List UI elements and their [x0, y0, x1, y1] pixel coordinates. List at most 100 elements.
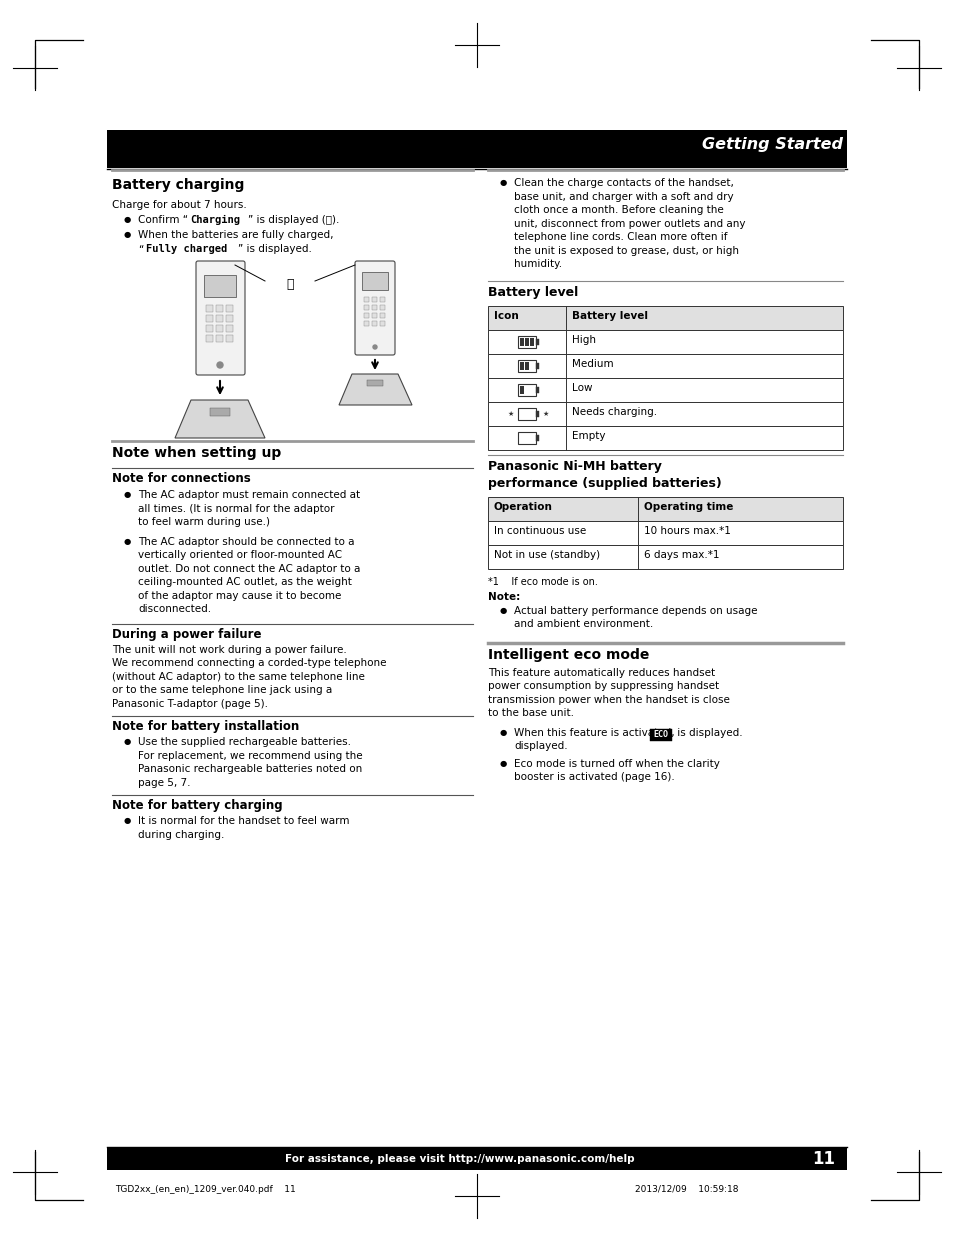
Bar — [488, 377, 842, 402]
Text: Intelligent eco mode: Intelligent eco mode — [488, 648, 649, 661]
Text: humidity.: humidity. — [514, 259, 561, 269]
Bar — [379, 297, 385, 302]
Text: 6 days max.*1: 6 days max.*1 — [643, 550, 719, 560]
Text: booster is activated (page 16).: booster is activated (page 16). — [514, 772, 674, 782]
Bar — [215, 315, 223, 321]
Bar — [488, 520, 842, 545]
Bar — [488, 330, 842, 354]
Text: Eco mode is turned off when the clarity: Eco mode is turned off when the clarity — [514, 758, 720, 768]
Bar — [206, 335, 213, 343]
Text: Ⓐ: Ⓐ — [286, 278, 294, 290]
Text: performance (supplied batteries): performance (supplied batteries) — [488, 477, 721, 489]
Text: Charge for about 7 hours.: Charge for about 7 hours. — [112, 200, 247, 210]
Bar — [204, 276, 235, 297]
Text: ★: ★ — [507, 411, 514, 417]
Text: Confirm “: Confirm “ — [138, 215, 188, 225]
Bar — [372, 305, 376, 310]
FancyBboxPatch shape — [195, 261, 245, 375]
Text: Battery level: Battery level — [572, 310, 647, 320]
Bar — [488, 545, 842, 568]
Text: the unit is exposed to grease, dust, or high: the unit is exposed to grease, dust, or … — [514, 246, 739, 256]
Bar — [524, 361, 529, 370]
Bar — [519, 361, 523, 370]
Bar — [536, 339, 538, 345]
Text: For replacement, we recommend using the: For replacement, we recommend using the — [138, 751, 362, 761]
Bar — [536, 411, 538, 417]
Bar — [530, 338, 534, 345]
Text: 10 hours max.*1: 10 hours max.*1 — [643, 525, 730, 536]
Text: “: “ — [138, 244, 143, 254]
Text: unit, disconnect from power outlets and any: unit, disconnect from power outlets and … — [514, 218, 744, 228]
Bar — [361, 272, 388, 290]
Bar — [107, 130, 846, 168]
Bar — [215, 325, 223, 333]
Bar — [372, 297, 376, 302]
Text: to the base unit.: to the base unit. — [488, 709, 574, 719]
Bar — [226, 315, 233, 321]
Bar — [517, 432, 536, 443]
Text: disconnected.: disconnected. — [138, 604, 211, 614]
Bar — [364, 313, 369, 318]
Text: ceiling-mounted AC outlet, as the weight: ceiling-mounted AC outlet, as the weight — [138, 577, 352, 587]
Text: is displayed.: is displayed. — [673, 727, 741, 737]
Text: Icon: Icon — [494, 310, 518, 320]
Text: TGD2xx_(en_en)_1209_ver.040.pdf    11: TGD2xx_(en_en)_1209_ver.040.pdf 11 — [115, 1185, 295, 1194]
Text: base unit, and charger with a soft and dry: base unit, and charger with a soft and d… — [514, 191, 733, 201]
Text: during charging.: during charging. — [138, 829, 224, 839]
Text: Charging: Charging — [190, 215, 240, 225]
Text: Panasonic T-adaptor (page 5).: Panasonic T-adaptor (page 5). — [112, 699, 268, 709]
Text: ●: ● — [499, 727, 507, 736]
Bar — [517, 335, 536, 347]
Text: 2013/12/09    10:59:18: 2013/12/09 10:59:18 — [635, 1185, 738, 1194]
Bar — [364, 297, 369, 302]
Text: Not in use (standby): Not in use (standby) — [494, 550, 599, 560]
Bar — [379, 321, 385, 326]
Circle shape — [373, 345, 376, 349]
Text: ●: ● — [124, 230, 132, 240]
Text: ●: ● — [499, 606, 507, 614]
Bar — [210, 408, 230, 416]
Bar — [536, 386, 538, 392]
Bar — [379, 313, 385, 318]
Bar — [517, 407, 536, 419]
Bar — [206, 325, 213, 333]
Bar — [536, 362, 538, 369]
Text: Getting Started: Getting Started — [701, 137, 842, 151]
Text: all times. (It is normal for the adaptor: all times. (It is normal for the adaptor — [138, 504, 335, 514]
Text: The AC adaptor must remain connected at: The AC adaptor must remain connected at — [138, 490, 359, 500]
Bar — [536, 434, 538, 441]
Bar — [206, 305, 213, 311]
Text: This feature automatically reduces handset: This feature automatically reduces hands… — [488, 668, 715, 678]
Text: Needs charging.: Needs charging. — [572, 407, 657, 417]
Text: The AC adaptor should be connected to a: The AC adaptor should be connected to a — [138, 536, 355, 546]
Text: or to the same telephone line jack using a: or to the same telephone line jack using… — [112, 685, 332, 695]
Text: transmission power when the handset is close: transmission power when the handset is c… — [488, 695, 729, 705]
Bar — [379, 305, 385, 310]
Text: ●: ● — [124, 215, 132, 223]
Text: Use the supplied rechargeable batteries.: Use the supplied rechargeable batteries. — [138, 737, 351, 747]
Bar — [226, 325, 233, 333]
Text: Note:: Note: — [488, 592, 519, 602]
Text: to feel warm during use.): to feel warm during use.) — [138, 517, 270, 527]
Text: Fully charged: Fully charged — [146, 244, 227, 254]
Text: 11: 11 — [811, 1150, 834, 1168]
Bar — [367, 380, 382, 386]
Text: Panasonic Ni-MH battery: Panasonic Ni-MH battery — [488, 459, 661, 473]
Text: When the batteries are fully charged,: When the batteries are fully charged, — [138, 230, 334, 240]
Text: and ambient environment.: and ambient environment. — [514, 619, 653, 629]
Text: (without AC adaptor) to the same telephone line: (without AC adaptor) to the same telepho… — [112, 671, 364, 681]
Text: Panasonic rechargeable batteries noted on: Panasonic rechargeable batteries noted o… — [138, 764, 362, 774]
Bar — [206, 315, 213, 321]
Text: ●: ● — [499, 758, 507, 767]
Text: Empty: Empty — [572, 431, 605, 441]
Text: ●: ● — [124, 737, 132, 746]
Text: Note for battery charging: Note for battery charging — [112, 799, 282, 812]
Polygon shape — [338, 374, 412, 405]
Bar — [488, 402, 842, 426]
Text: of the adaptor may cause it to become: of the adaptor may cause it to become — [138, 591, 341, 601]
Bar — [524, 338, 529, 345]
Bar — [364, 321, 369, 326]
Bar — [517, 360, 536, 371]
Text: Operating time: Operating time — [643, 501, 733, 511]
Text: ” is displayed (Ⓐ).: ” is displayed (Ⓐ). — [248, 215, 339, 225]
